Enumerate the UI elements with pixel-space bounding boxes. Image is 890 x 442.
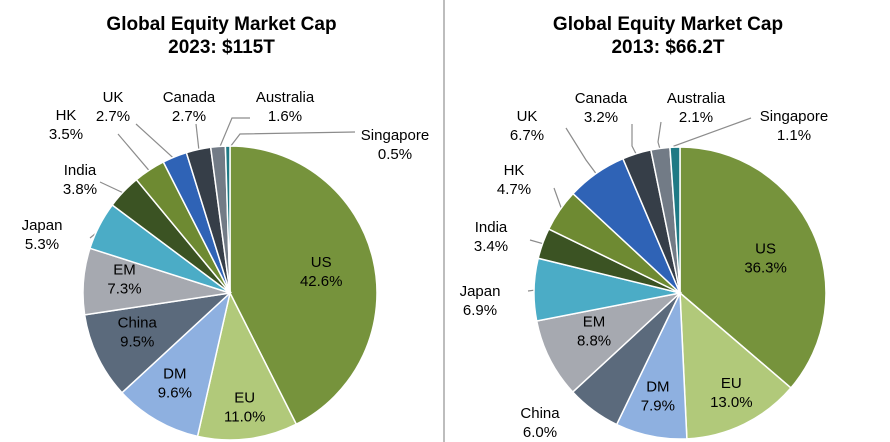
data-label-value: 3.5% <box>49 126 83 143</box>
leader-line-singapore <box>227 131 356 151</box>
data-label-name: Singapore <box>760 108 828 125</box>
data-label-name: US <box>311 254 332 271</box>
leader-line-australia <box>217 117 250 151</box>
data-label-hk: HK 3.5% <box>49 107 83 143</box>
data-label-name: China <box>520 405 560 422</box>
data-label-china: China 9.5% <box>118 315 158 351</box>
panel-divider <box>443 0 445 442</box>
data-label-em: EM 7.3% <box>107 262 141 298</box>
data-label-value: 8.8% <box>577 333 611 350</box>
pie-slice-us <box>679 146 827 389</box>
data-label-eu: EU 13.0% <box>710 375 753 411</box>
data-label-india: India 3.4% <box>474 219 508 255</box>
data-label-value: 2.7% <box>96 108 130 125</box>
data-label-name: Canada <box>575 90 628 107</box>
chart-2013: Global Equity Market Cap 2013: $66.2T US… <box>446 0 890 442</box>
data-label-name: HK <box>504 162 525 179</box>
data-label-value: 13.0% <box>710 394 753 411</box>
pie-slice-em <box>535 291 683 394</box>
leader-line-uk <box>135 123 177 161</box>
chart-title: Global Equity Market Cap <box>552 14 784 35</box>
data-label-value: 1.6% <box>268 108 302 125</box>
pie-slice-singapore <box>669 146 681 294</box>
pie-slice-china <box>83 291 233 394</box>
pie-2013: US 36.3% EU 13.0% DM 7.9% China 6.0% EM 8.8% Japan… <box>460 90 829 441</box>
data-label-name: Singapore <box>361 127 429 144</box>
data-label-singapore: Singapore 0.5% <box>361 127 429 163</box>
data-label-canada: Canada 2.7% <box>163 89 216 125</box>
pie-slice-us <box>229 145 378 426</box>
data-label-name: Japan <box>460 283 501 300</box>
pie-slice-dm <box>120 290 232 438</box>
data-label-value: 42.6% <box>300 273 343 290</box>
data-label-name: EU <box>234 390 255 407</box>
data-label-name: HK <box>56 107 77 124</box>
data-label-name: UK <box>103 89 124 106</box>
data-label-value: 9.5% <box>120 334 154 351</box>
data-label-name: Japan <box>22 217 63 234</box>
data-label-name: Australia <box>667 90 726 107</box>
pie-slice-eu <box>679 291 792 440</box>
data-label-value: 3.8% <box>63 181 97 198</box>
data-label-value: 4.7% <box>497 181 531 198</box>
data-label-singapore: Singapore 1.1% <box>760 108 828 144</box>
data-label-value: 3.2% <box>584 109 618 126</box>
chart-subtitle: 2013: $66.2T <box>611 37 725 58</box>
data-label-value: 7.9% <box>641 398 675 415</box>
data-label-value: 2.7% <box>172 108 206 125</box>
data-label-japan: Japan 6.9% <box>460 283 501 319</box>
chart-title: Global Equity Market Cap <box>106 14 337 35</box>
data-label-value: 6.9% <box>463 302 497 319</box>
data-label-name: Australia <box>256 89 315 106</box>
data-label-name: India <box>475 219 508 236</box>
data-label-dm: DM 9.6% <box>158 365 192 401</box>
data-label-canada: Canada 3.2% <box>575 90 628 126</box>
data-label-australia: Australia 2.1% <box>667 90 726 126</box>
data-label-name: Canada <box>163 89 216 106</box>
pie-2023: US 42.6% EU 11.0% DM 9.6% China 9.5% EM 7.3% Japan… <box>22 89 429 441</box>
chart-subtitle: 2023: $115T <box>168 37 275 58</box>
data-label-name: US <box>755 241 776 258</box>
data-label-uk: UK 6.7% <box>510 108 544 144</box>
data-label-value: 7.3% <box>107 281 141 298</box>
data-label-japan: Japan 5.3% <box>22 217 63 253</box>
data-label-hk: HK 4.7% <box>497 162 531 198</box>
data-label-value: 5.3% <box>25 236 59 253</box>
data-label-value: 0.5% <box>378 146 412 163</box>
data-label-value: 6.0% <box>523 424 557 441</box>
data-label-australia: Australia 1.6% <box>256 89 315 125</box>
leader-line-hk <box>117 133 153 174</box>
data-label-name: India <box>64 162 97 179</box>
data-label-name: China <box>118 315 158 332</box>
data-label-name: EM <box>583 314 606 331</box>
data-label-value: 6.7% <box>510 127 544 144</box>
leader-line-canada <box>195 123 200 154</box>
pie-slice-singapore <box>224 145 231 294</box>
data-label-name: DM <box>163 365 186 382</box>
data-label-uk: UK 2.7% <box>96 89 130 125</box>
leader-line-canada <box>631 124 639 158</box>
data-label-value: 9.6% <box>158 384 192 401</box>
data-label-india: India 3.8% <box>63 162 97 198</box>
data-label-us: US 36.3% <box>744 241 787 277</box>
data-label-name: EU <box>721 375 742 392</box>
data-label-value: 11.0% <box>224 409 265 426</box>
data-label-china: China 6.0% <box>520 405 560 441</box>
data-label-value: 1.1% <box>777 127 811 144</box>
data-label-eu: EU 11.0% <box>224 390 265 426</box>
data-label-name: EM <box>113 262 136 279</box>
data-label-value: 3.4% <box>474 238 508 255</box>
data-label-value: 36.3% <box>744 260 787 277</box>
chart-2023: Global Equity Market Cap 2023: $115T US 4… <box>0 0 443 442</box>
data-label-em: EM 8.8% <box>577 314 611 350</box>
data-label-name: DM <box>646 379 669 396</box>
leader-line-uk <box>565 127 599 178</box>
data-label-name: UK <box>517 108 538 125</box>
data-label-us: US 42.6% <box>300 254 343 290</box>
data-label-value: 2.1% <box>679 109 713 126</box>
data-label-dm: DM 7.9% <box>641 379 675 415</box>
